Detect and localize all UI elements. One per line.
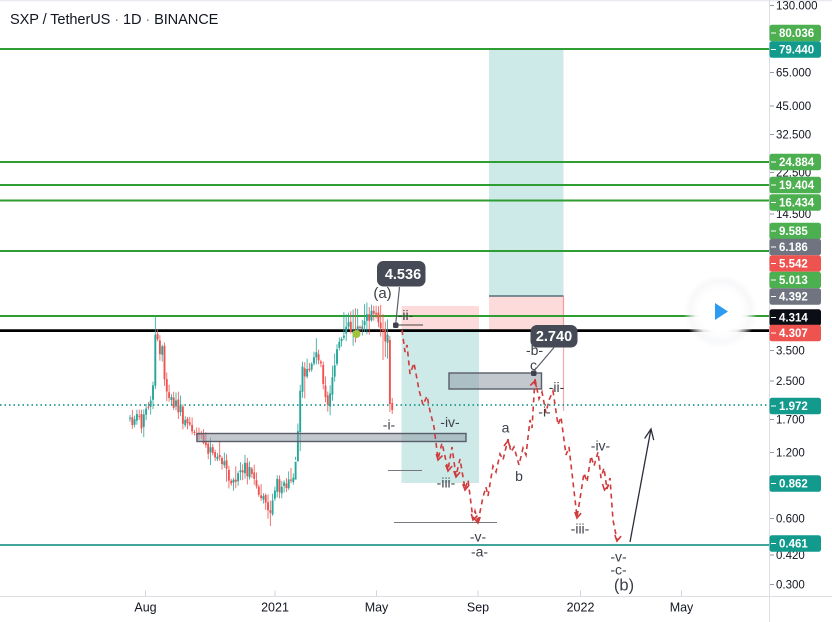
svg-text:2021: 2021 [261,601,289,615]
svg-text:5.013: 5.013 [779,275,808,287]
svg-text:22.500: 22.500 [776,168,811,180]
svg-text:130.000: 130.000 [776,1,818,13]
svg-text:0.461: 0.461 [779,539,808,551]
svg-text:19.404: 19.404 [779,180,815,192]
svg-text:6.186: 6.186 [779,242,808,254]
svg-text:-a-: -a- [471,544,488,560]
svg-text:0.862: 0.862 [779,479,808,491]
svg-text:c: c [530,357,537,373]
svg-text:1.200: 1.200 [776,448,805,460]
svg-text:2.740: 2.740 [536,329,572,345]
svg-text:SXP / TetherUS · 1D · BINANCE: SXP / TetherUS · 1D · BINANCE [10,12,219,28]
svg-text:79.440: 79.440 [779,45,814,57]
svg-text:65.000: 65.000 [776,68,811,80]
svg-text:0.420: 0.420 [776,550,805,562]
svg-text:-ii-: -ii- [398,307,414,323]
svg-text:2.500: 2.500 [776,376,805,388]
svg-text:Sep: Sep [467,601,489,615]
svg-text:May: May [365,601,389,615]
svg-text:5.542: 5.542 [779,259,808,271]
svg-text:b: b [515,468,523,484]
svg-text:-i-: -i- [538,404,551,420]
svg-text:0.600: 0.600 [776,514,805,526]
svg-text:24.884: 24.884 [779,157,815,169]
svg-text:-iii-: -iii- [571,521,590,537]
svg-text:a: a [502,420,510,436]
svg-text:4.314: 4.314 [779,313,808,325]
svg-text:2022: 2022 [567,601,595,615]
svg-text:-c-: -c- [610,562,627,578]
svg-text:-iv-: -iv- [440,414,460,430]
svg-text:(b): (b) [614,577,634,595]
svg-text:9.585: 9.585 [779,226,808,238]
svg-text:-v-: -v- [610,549,627,565]
svg-text:-i-: -i- [383,417,396,433]
svg-text:80.036: 80.036 [779,28,814,40]
svg-text:16.434: 16.434 [779,198,815,210]
svg-text:(a): (a) [373,285,391,302]
svg-text:-iv-: -iv- [591,438,611,454]
svg-text:45.000: 45.000 [776,101,811,113]
svg-text:1.972: 1.972 [779,401,808,413]
svg-text:14.500: 14.500 [776,209,811,221]
svg-text:Aug: Aug [134,601,156,615]
svg-text:4.307: 4.307 [779,328,808,340]
svg-text:May: May [670,601,694,615]
svg-text:3.500: 3.500 [776,346,805,358]
svg-text:0.300: 0.300 [776,580,805,592]
svg-text:32.500: 32.500 [776,130,811,142]
svg-text:4.536: 4.536 [385,267,421,283]
svg-text:1.700: 1.700 [776,415,805,427]
svg-text:-v-: -v- [470,529,487,545]
svg-text:-ii-: -ii- [549,379,565,395]
svg-text:-iii-: -iii- [437,475,456,491]
svg-text:4.392: 4.392 [779,292,808,304]
